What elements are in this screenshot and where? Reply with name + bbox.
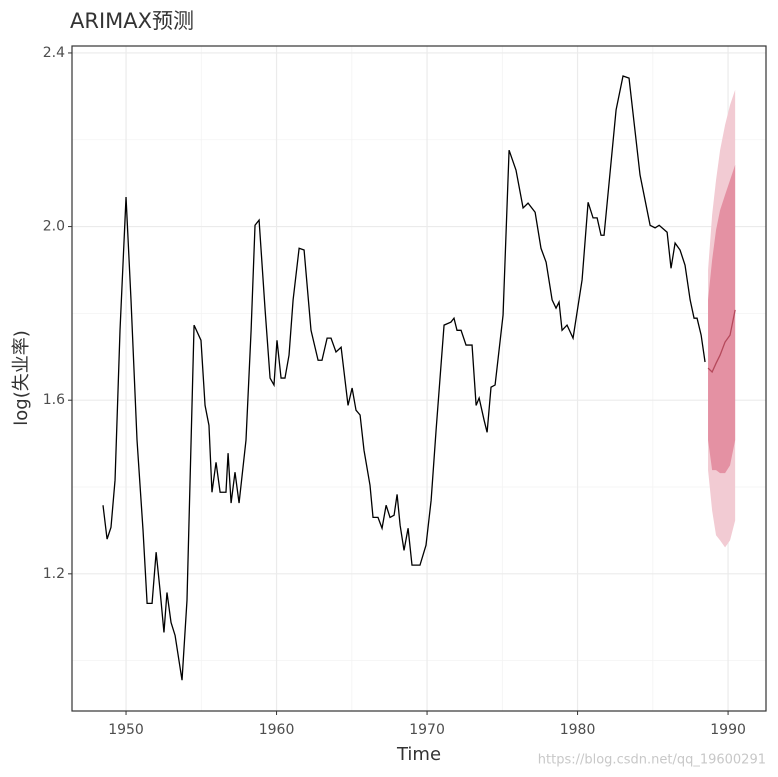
x-tick-label: 1990 <box>710 722 746 738</box>
y-tick-label: 1.6 <box>43 392 65 408</box>
y-axis-label: log(失业率) <box>11 330 32 425</box>
y-tick-label: 2.0 <box>43 219 65 235</box>
x-tick-label: 1980 <box>560 722 596 738</box>
x-axis-label: Time <box>396 744 441 765</box>
band-80 <box>708 164 736 474</box>
y-tick-label: 1.2 <box>43 566 65 582</box>
x-tick-label: 1960 <box>259 722 295 738</box>
x-tick-label: 1950 <box>108 722 144 738</box>
chart-title: ARIMAX预测 <box>70 9 194 33</box>
panel-border <box>71 45 767 712</box>
y-tick-label: 2.4 <box>43 45 65 61</box>
watermark: https://blog.csdn.net/qq_19600291 <box>538 753 766 768</box>
forecast-line <box>707 309 736 374</box>
data-line <box>102 75 706 681</box>
x-tick-label: 1970 <box>409 722 445 738</box>
